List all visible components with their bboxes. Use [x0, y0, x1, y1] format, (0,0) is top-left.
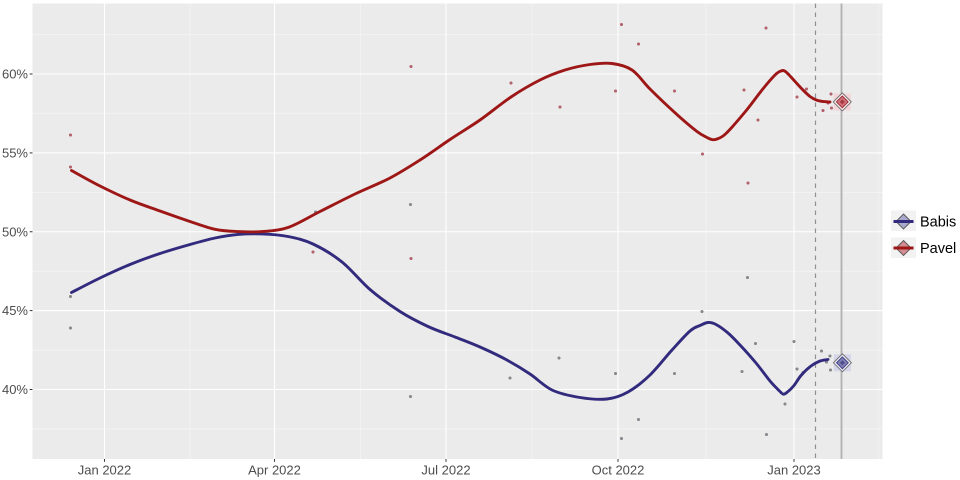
svg-text:60%: 60% — [2, 67, 28, 82]
svg-text:45%: 45% — [2, 303, 28, 318]
svg-text:50%: 50% — [2, 224, 28, 239]
svg-text:Jul 2022: Jul 2022 — [421, 463, 470, 478]
svg-text:40%: 40% — [2, 382, 28, 397]
svg-text:Babis: Babis — [920, 215, 956, 231]
svg-text:Pavel: Pavel — [920, 241, 956, 257]
svg-text:Jan 2023: Jan 2023 — [767, 463, 821, 478]
svg-text:Jan 2022: Jan 2022 — [78, 463, 132, 478]
svg-text:Apr 2022: Apr 2022 — [248, 463, 301, 478]
svg-text:Oct 2022: Oct 2022 — [592, 463, 645, 478]
svg-text:55%: 55% — [2, 146, 28, 161]
